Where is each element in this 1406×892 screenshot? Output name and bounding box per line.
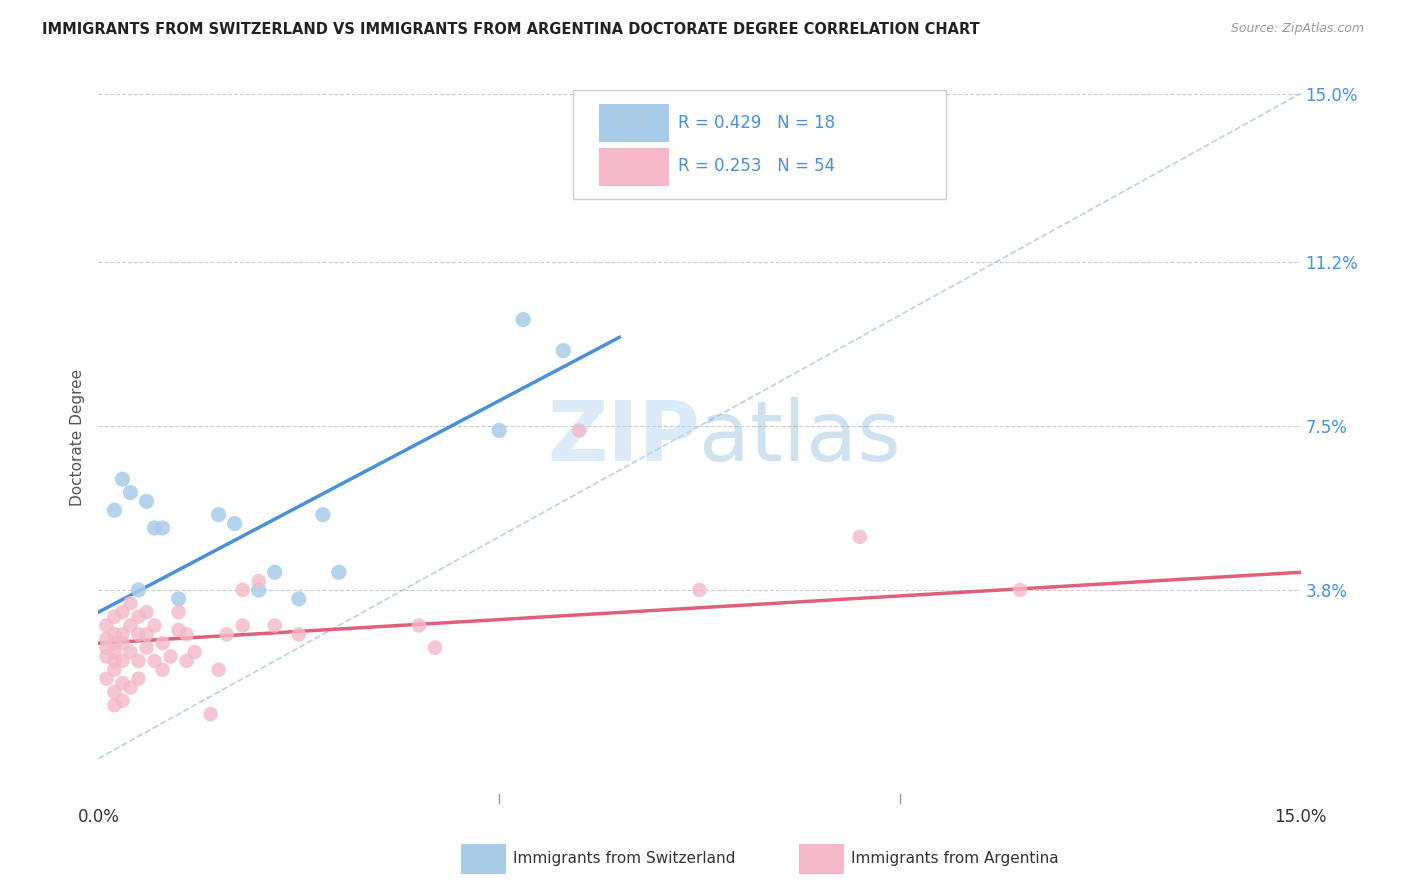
Text: R = 0.253   N = 54: R = 0.253 N = 54 [678, 158, 835, 176]
Point [111, 605, 134, 619]
Point [120, 618, 142, 632]
Text: atlas: atlas [699, 397, 901, 477]
Point [143, 618, 166, 632]
Point [135, 494, 157, 508]
Point [152, 636, 174, 650]
Point [120, 596, 142, 610]
Point [103, 645, 125, 659]
Point [232, 618, 254, 632]
Point [103, 636, 125, 650]
Point [96, 640, 118, 655]
Point [111, 472, 134, 486]
Point [208, 663, 231, 677]
Point [96, 632, 118, 646]
Point [167, 605, 190, 619]
Point [103, 698, 125, 713]
Point [688, 582, 710, 597]
Point [288, 591, 311, 606]
Point [328, 566, 350, 580]
Text: Source: ZipAtlas.com: Source: ZipAtlas.com [1230, 22, 1364, 36]
Point [128, 672, 150, 686]
Point [103, 503, 125, 517]
Point [152, 521, 174, 535]
Point [247, 574, 270, 589]
FancyBboxPatch shape [599, 148, 669, 186]
Point [111, 676, 134, 690]
Point [263, 618, 285, 632]
Point [849, 530, 872, 544]
Point [111, 627, 134, 641]
Point [312, 508, 335, 522]
Point [208, 508, 231, 522]
Point [103, 663, 125, 677]
Point [128, 609, 150, 624]
Point [128, 627, 150, 641]
Point [176, 654, 198, 668]
Point [247, 582, 270, 597]
Point [152, 663, 174, 677]
Point [103, 654, 125, 668]
Point [568, 424, 591, 438]
Point [111, 636, 134, 650]
Point [167, 591, 190, 606]
Point [96, 618, 118, 632]
FancyBboxPatch shape [599, 104, 669, 143]
Text: R = 0.429   N = 18: R = 0.429 N = 18 [678, 113, 835, 131]
Text: Immigrants from Argentina: Immigrants from Argentina [851, 852, 1059, 866]
Text: IMMIGRANTS FROM SWITZERLAND VS IMMIGRANTS FROM ARGENTINA DOCTORATE DEGREE CORREL: IMMIGRANTS FROM SWITZERLAND VS IMMIGRANT… [42, 22, 980, 37]
Point [135, 605, 157, 619]
Text: ZIP: ZIP [547, 397, 699, 477]
Point [553, 343, 575, 358]
Point [96, 672, 118, 686]
Point [103, 627, 125, 641]
Point [128, 582, 150, 597]
Point [143, 654, 166, 668]
Point [176, 627, 198, 641]
Point [1010, 582, 1032, 597]
Point [423, 640, 446, 655]
Text: Immigrants from Switzerland: Immigrants from Switzerland [513, 852, 735, 866]
Point [232, 582, 254, 597]
Point [120, 485, 142, 500]
Point [111, 654, 134, 668]
Point [135, 627, 157, 641]
Point [512, 312, 534, 326]
Y-axis label: Doctorate Degree: Doctorate Degree [69, 368, 84, 506]
Point [263, 566, 285, 580]
Point [200, 707, 222, 722]
FancyBboxPatch shape [574, 90, 946, 200]
Point [159, 649, 181, 664]
Point [111, 694, 134, 708]
Point [224, 516, 246, 531]
Point [103, 609, 125, 624]
Point [183, 645, 205, 659]
Point [135, 640, 157, 655]
Point [408, 618, 430, 632]
Point [103, 685, 125, 699]
Point [167, 623, 190, 637]
Point [488, 424, 510, 438]
Point [96, 649, 118, 664]
Point [128, 654, 150, 668]
Point [143, 521, 166, 535]
Point [120, 681, 142, 695]
Point [215, 627, 238, 641]
Point [288, 627, 311, 641]
Point [120, 645, 142, 659]
